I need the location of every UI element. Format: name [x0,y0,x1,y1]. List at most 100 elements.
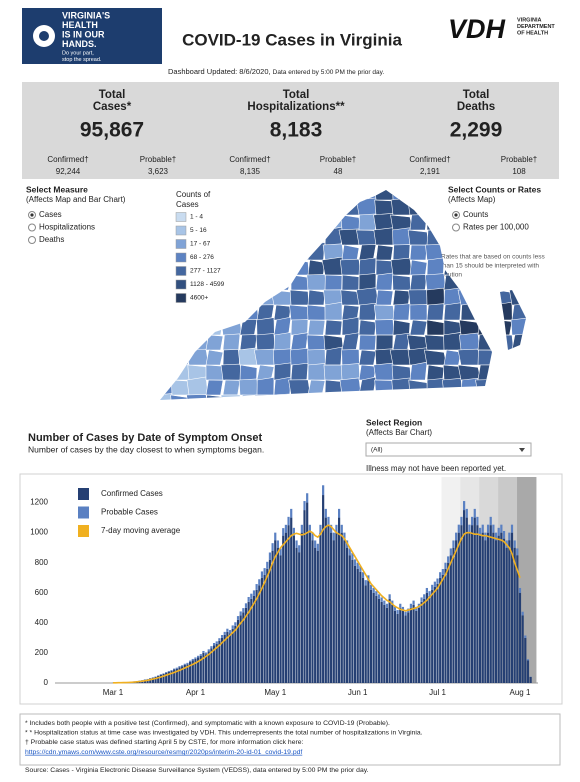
map-region [425,196,446,216]
map-region [324,301,343,321]
bar [284,532,287,683]
bar [162,673,165,683]
map-region [160,229,174,246]
bar [290,517,293,683]
y-tick-label: 0 [44,678,49,687]
bar [489,525,492,683]
radio-button[interactable] [452,223,460,232]
map-region [509,288,526,306]
bar [463,510,466,683]
bar [330,532,333,683]
map-region [493,364,514,381]
bar [311,532,314,541]
legend-class: 68 - 276 [190,254,214,261]
bar [463,501,466,511]
bar [526,660,530,683]
bar [279,555,282,683]
bar [431,584,434,590]
bar [465,508,468,518]
bar [361,577,365,683]
map-region [289,304,310,321]
bar [210,648,213,683]
map-region [289,190,310,201]
y-tick-label: 200 [35,648,49,657]
probable-value: 48 [334,167,343,176]
bar [311,540,314,683]
bar [231,625,234,629]
map-region [273,212,292,231]
legend-label: Probable Cases [101,508,158,517]
bar [436,578,439,584]
radio-button[interactable] [28,236,36,244]
legend-class: 1128 - 4599 [190,281,225,288]
map-region [529,320,546,335]
map-region [477,394,496,400]
bar [521,615,524,683]
map-region [221,286,242,306]
bar [314,540,317,548]
map-region [511,274,526,291]
control-title: Select Counts or Rates [448,184,541,194]
map-region [256,229,275,246]
map-region [477,289,496,306]
map-region [307,319,326,336]
map-region [511,229,526,246]
map-region [171,379,190,396]
map-region [477,364,496,381]
map-region [306,274,327,291]
radio-label: Hospitalizations [39,223,95,232]
bar [276,547,280,683]
bar [332,532,335,541]
bar [409,603,413,608]
bar [220,635,224,638]
map-region [527,395,549,410]
bar [159,674,162,683]
bar [420,601,423,683]
map-region [239,394,258,400]
map-region [160,214,173,231]
bar [284,524,287,533]
agency-name: OF HEALTH [517,30,548,36]
map-region [509,394,526,400]
bar [492,532,495,683]
region-dropdown[interactable] [365,442,532,457]
bar [292,527,295,536]
legend-swatch [78,506,89,519]
map-region [477,349,496,366]
map-region [324,190,343,201]
map-region [460,274,479,291]
map-region [460,229,479,246]
legend-class: 4600+ [190,295,208,302]
bar [356,562,359,569]
bar [319,524,322,533]
bar [439,572,442,578]
map-region [239,190,258,201]
bar [380,597,383,602]
bar [351,553,354,560]
map-region [273,229,292,246]
legend-title: Counts of [176,190,211,199]
bar [409,607,413,683]
map-region [426,229,445,246]
map-region [494,349,513,366]
map-region [409,259,428,276]
footnote-link[interactable]: https://cdn.ymaws.com/www.cste.org/resou… [25,749,302,756]
radio-label: Counts [463,210,488,219]
bar [282,535,285,683]
map-region [255,272,276,291]
map-region [457,348,482,366]
radio-button[interactable] [28,223,36,232]
bar [484,540,487,683]
bar [167,670,170,672]
bar [194,658,197,683]
bar [226,631,229,683]
map-region [171,349,190,366]
map-region [341,274,360,291]
map-region [358,273,377,291]
map-region [222,379,241,396]
bar [343,532,346,541]
map-region [358,349,377,366]
bar [369,589,373,683]
map-region [527,273,549,290]
bar [383,604,386,683]
